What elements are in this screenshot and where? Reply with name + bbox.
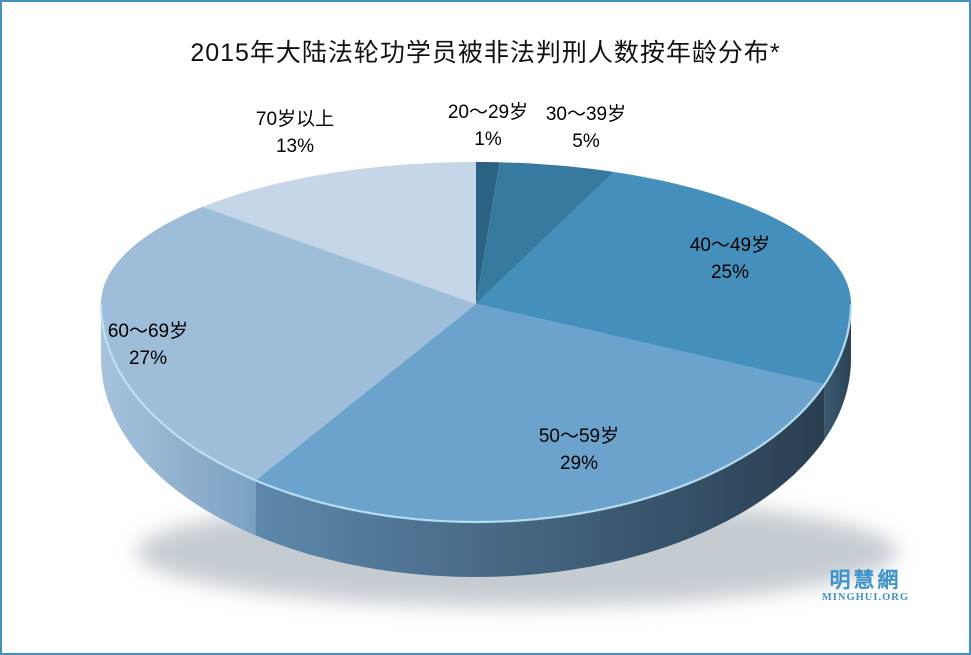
pie-rim-4 xyxy=(101,304,256,536)
pie-slice-1 xyxy=(476,162,614,304)
slice-label-name: 50～59岁 xyxy=(538,426,620,447)
slice-label-percent: 25% xyxy=(710,262,750,283)
minghui-logo-cn: 明慧網 xyxy=(829,569,902,592)
slice-label-percent: 5% xyxy=(572,131,600,152)
slice-label-percent: 29% xyxy=(559,453,599,474)
slice-label-20-29: 20～29岁 1% xyxy=(448,99,528,153)
slice-label-40-49: 40～49岁 25% xyxy=(690,232,770,286)
slice-label-percent: 13% xyxy=(275,136,315,157)
slice-label-30-39: 30～39岁 5% xyxy=(546,101,626,155)
pie-rim-3 xyxy=(255,384,825,577)
pie-slice-5 xyxy=(202,162,476,304)
chart-title: 2015年大陆法轮功学员被非法判刑人数按年龄分布* xyxy=(190,39,781,67)
slice-label-name: 60～69岁 xyxy=(107,321,189,342)
pie-slice-2 xyxy=(476,172,851,385)
slice-label-name: 20～29岁 xyxy=(447,102,529,123)
slice-label-50-59: 50～59岁 29% xyxy=(539,423,619,477)
minghui-logo-en: MINGHUI.ORG xyxy=(821,592,909,604)
slice-label-name: 30～39岁 xyxy=(545,104,627,125)
pie-rim-2 xyxy=(824,304,851,440)
slice-label-name: 70岁以上 xyxy=(255,109,335,130)
slice-label-60-69: 60～69岁 27% xyxy=(108,318,188,372)
minghui-watermark: 明慧網 MINGHUI.ORG xyxy=(822,569,909,604)
slice-label-percent: 1% xyxy=(474,129,502,150)
slice-label-70-plus: 70岁以上 13% xyxy=(256,106,334,160)
pie-slice-0 xyxy=(476,162,500,304)
slice-label-name: 40～49岁 xyxy=(689,235,771,256)
slice-label-percent: 27% xyxy=(128,348,168,369)
pie-slice-3 xyxy=(255,304,825,522)
pie-front-highlight xyxy=(99,303,853,524)
pie-slice-4 xyxy=(101,206,476,481)
